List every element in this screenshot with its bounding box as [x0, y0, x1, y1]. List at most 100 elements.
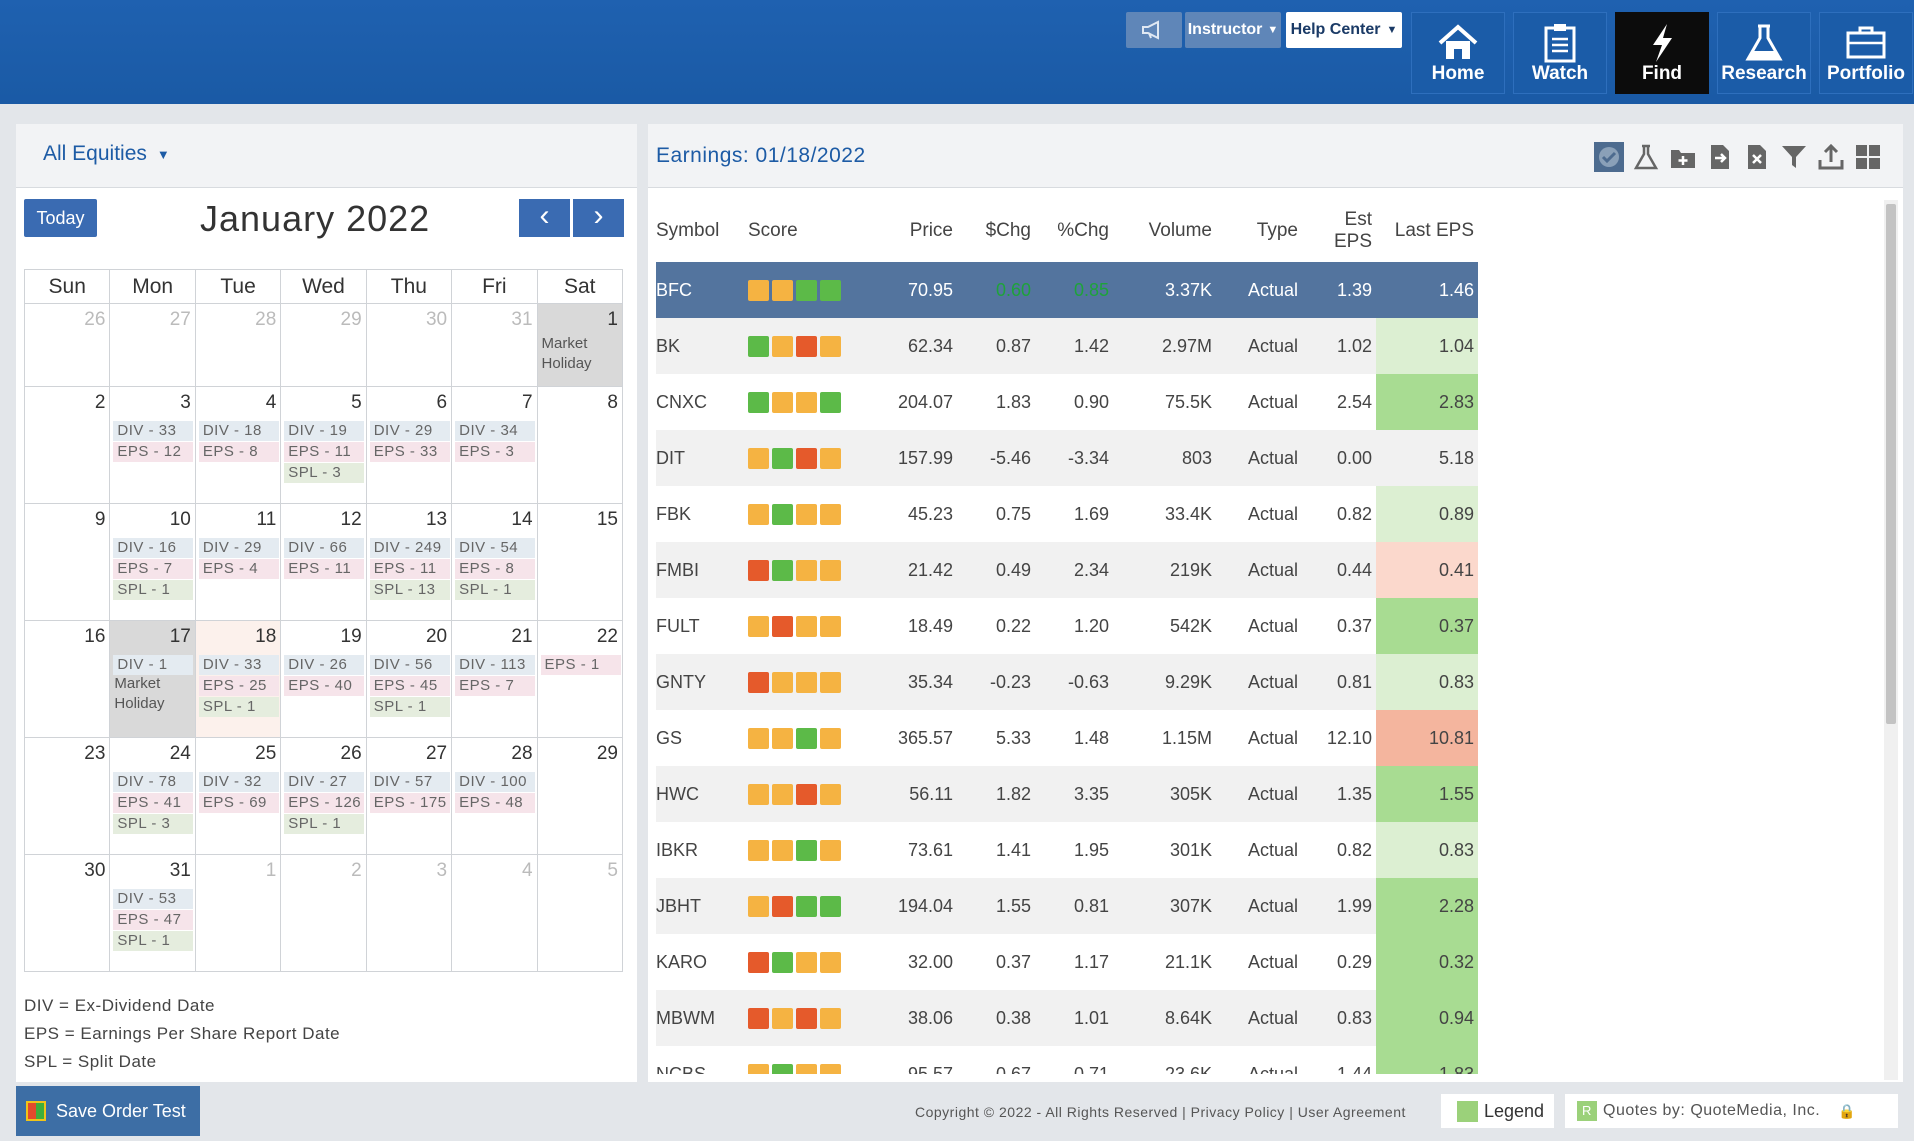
table-row[interactable]: IBKR 73.61 1.41 1.95 301K Actual 0.82 0.83: [656, 822, 1478, 878]
table-row[interactable]: KARO 32.00 0.37 1.17 21.1K Actual 0.29 0.32: [656, 934, 1478, 990]
circle-icon[interactable]: [772, 951, 793, 973]
eps-count-tag[interactable]: EPS - 11: [284, 442, 365, 462]
bar-chart-icon[interactable]: [820, 783, 841, 805]
legend-button[interactable]: Legend: [1441, 1094, 1554, 1128]
eps-count-tag[interactable]: EPS - 175: [369, 793, 450, 813]
div-count-tag[interactable]: DIV - 1: [113, 655, 194, 675]
div-count-tag[interactable]: DIV - 32: [198, 772, 279, 792]
grid-toolbar-button[interactable]: [1851, 141, 1885, 173]
chart-area-icon[interactable]: [748, 335, 769, 357]
calendar-day-cell[interactable]: 12 DIV - 66 EPS - 11: [281, 504, 367, 621]
calendar-day-cell[interactable]: 9: [25, 504, 111, 621]
eps-count-tag[interactable]: EPS - 25: [198, 676, 279, 696]
bar-chart-icon[interactable]: [820, 951, 841, 973]
chart-area-icon[interactable]: [748, 447, 769, 469]
table-row[interactable]: FBK 45.23 0.75 1.69 33.4K Actual 0.82 0.89: [656, 486, 1478, 542]
table-row[interactable]: FULT 18.49 0.22 1.20 542K Actual 0.37 0.37: [656, 598, 1478, 654]
calendar-day-cell[interactable]: 30: [366, 304, 453, 387]
eps-count-tag[interactable]: EPS - 40: [284, 676, 365, 696]
eps-count-tag[interactable]: EPS - 1: [540, 655, 621, 675]
upload-toolbar-button[interactable]: [1814, 141, 1848, 173]
chart-area-icon[interactable]: [748, 895, 769, 917]
col-last-eps[interactable]: Last EPS: [1394, 220, 1474, 241]
chart-area-icon[interactable]: [748, 951, 769, 973]
table-row[interactable]: GS 365.57 5.33 1.48 1.15M Actual 12.10 10.81: [656, 710, 1478, 766]
div-count-tag[interactable]: DIV - 249: [369, 538, 450, 558]
chart-area-icon[interactable]: [748, 783, 769, 805]
eps-count-tag[interactable]: EPS - 4: [198, 559, 279, 579]
circle-icon[interactable]: [772, 895, 793, 917]
table-row[interactable]: CNXC 204.07 1.83 0.90 75.5K Actual 2.54 2.83: [656, 374, 1478, 430]
chart-area-icon[interactable]: [748, 727, 769, 749]
circle-icon[interactable]: [772, 279, 793, 301]
check-toolbar-button[interactable]: [1592, 141, 1626, 173]
dollar-icon[interactable]: [796, 895, 817, 917]
col-volume[interactable]: Volume: [1148, 220, 1212, 241]
div-count-tag[interactable]: DIV - 27: [284, 772, 365, 792]
calendar-day-cell[interactable]: 26 DIV - 27 EPS - 126 SPL - 1: [281, 738, 367, 855]
eps-count-tag[interactable]: EPS - 3: [455, 442, 536, 462]
col-score[interactable]: Score: [748, 220, 798, 241]
div-count-tag[interactable]: DIV - 18: [198, 421, 279, 441]
bar-chart-icon[interactable]: [820, 279, 841, 301]
calendar-day-cell[interactable]: 11 DIV - 29 EPS - 4: [195, 504, 282, 621]
bar-chart-icon[interactable]: [820, 615, 841, 637]
eps-count-tag[interactable]: EPS - 8: [455, 559, 536, 579]
bar-chart-icon[interactable]: [820, 447, 841, 469]
div-count-tag[interactable]: DIV - 54: [455, 538, 536, 558]
dollar-icon[interactable]: [796, 391, 817, 413]
nav-portfolio[interactable]: Portfolio: [1819, 12, 1913, 94]
nav-research[interactable]: Research: [1717, 12, 1811, 94]
calendar-day-cell[interactable]: 23: [25, 738, 111, 855]
calendar-day-cell[interactable]: 14 DIV - 54 EPS - 8 SPL - 1: [452, 504, 538, 621]
chart-area-icon[interactable]: [748, 671, 769, 693]
copyright-links[interactable]: Copyright © 2022 - All Rights Reserved |…: [915, 1104, 1406, 1120]
col-type[interactable]: Type: [1256, 220, 1298, 241]
calendar-day-cell[interactable]: 15: [537, 504, 623, 621]
div-count-tag[interactable]: DIV - 26: [284, 655, 365, 675]
eps-count-tag[interactable]: EPS - 11: [369, 559, 450, 579]
circle-icon[interactable]: [772, 559, 793, 581]
eps-count-tag[interactable]: EPS - 48: [455, 793, 536, 813]
calendar-day-cell[interactable]: 22 EPS - 1: [537, 621, 623, 738]
circle-icon[interactable]: [772, 1007, 793, 1029]
chart-area-icon[interactable]: [748, 839, 769, 861]
calendar-day-cell[interactable]: 16: [25, 621, 111, 738]
chart-area-icon[interactable]: [748, 615, 769, 637]
dollar-icon[interactable]: [796, 447, 817, 469]
div-count-tag[interactable]: DIV - 113: [455, 655, 536, 675]
div-count-tag[interactable]: DIV - 29: [198, 538, 279, 558]
div-count-tag[interactable]: DIV - 100: [455, 772, 536, 792]
spl-count-tag[interactable]: SPL - 1: [198, 697, 279, 717]
calendar-day-cell[interactable]: 7 DIV - 34 EPS - 3: [452, 387, 538, 504]
bar-chart-icon[interactable]: [820, 727, 841, 749]
dollar-icon[interactable]: [796, 671, 817, 693]
circle-icon[interactable]: [772, 839, 793, 861]
calendar-day-cell[interactable]: 13 DIV - 249 EPS - 11 SPL - 13: [366, 504, 453, 621]
table-row[interactable]: MBWM 38.06 0.38 1.01 8.64K Actual 0.83 0.94: [656, 990, 1478, 1046]
bar-chart-icon[interactable]: [820, 1007, 841, 1029]
table-row[interactable]: NCBS 95.57 0.67 0.71 23.6K Actual 1.44 1.83: [656, 1046, 1478, 1074]
eps-count-tag[interactable]: EPS - 47: [113, 910, 194, 930]
table-row[interactable]: FMBI 21.42 0.49 2.34 219K Actual 0.44 0.41: [656, 542, 1478, 598]
calendar-day-cell[interactable]: 29: [281, 304, 367, 387]
all-equities-dropdown[interactable]: All Equities ▼: [43, 142, 170, 166]
circle-icon[interactable]: [772, 727, 793, 749]
calendar-day-cell[interactable]: 4 DIV - 18 EPS - 8: [195, 387, 282, 504]
eps-count-tag[interactable]: EPS - 8: [198, 442, 279, 462]
chart-area-icon[interactable]: [748, 503, 769, 525]
col-symbol[interactable]: Symbol: [656, 220, 720, 241]
div-count-tag[interactable]: DIV - 19: [284, 421, 365, 441]
chart-area-icon[interactable]: [748, 1007, 769, 1029]
div-count-tag[interactable]: DIV - 33: [113, 421, 194, 441]
eps-count-tag[interactable]: EPS - 7: [113, 559, 194, 579]
dollar-icon[interactable]: [796, 951, 817, 973]
calendar-day-cell[interactable]: 19 DIV - 26 EPS - 40: [281, 621, 367, 738]
calendar-day-cell[interactable]: 18 DIV - 33 EPS - 25 SPL - 1: [195, 621, 282, 738]
div-count-tag[interactable]: DIV - 78: [113, 772, 194, 792]
table-row[interactable]: BFC 70.95 0.60 0.85 3.37K Actual 1.39 1.46: [656, 262, 1478, 318]
dollar-icon[interactable]: [796, 783, 817, 805]
div-count-tag[interactable]: DIV - 66: [284, 538, 365, 558]
export-arrow-toolbar-button[interactable]: [1703, 141, 1737, 173]
eps-count-tag[interactable]: EPS - 69: [198, 793, 279, 813]
